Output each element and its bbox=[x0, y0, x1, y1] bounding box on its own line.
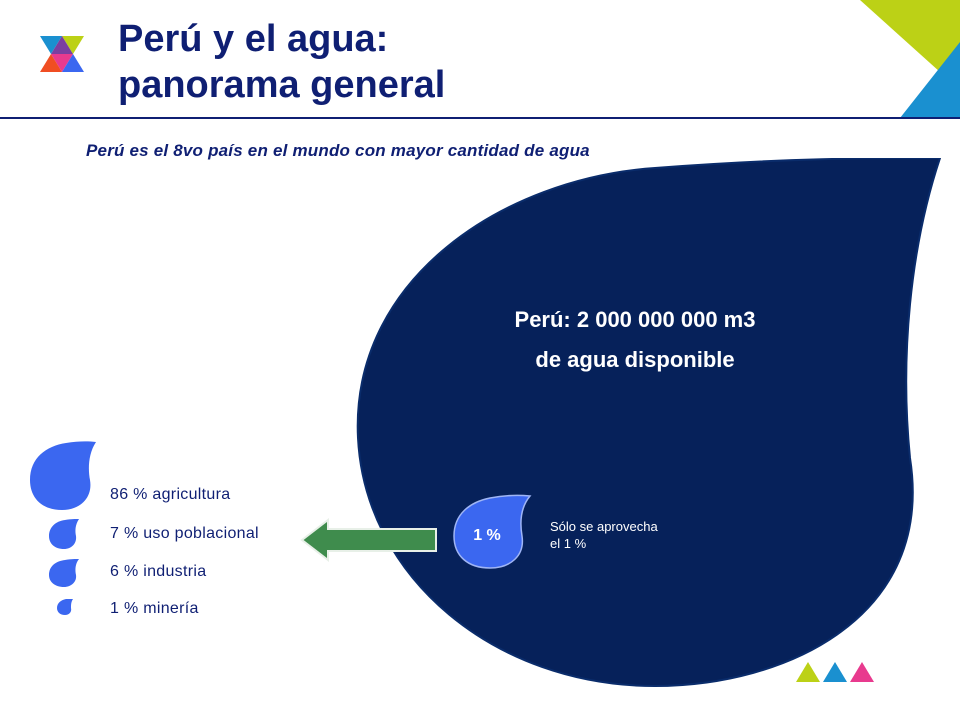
usage-note-line2: el 1 % bbox=[550, 536, 587, 551]
water-drop-population-icon bbox=[49, 519, 79, 549]
water-drop-agriculture-icon bbox=[30, 441, 96, 510]
arrow-left-icon bbox=[300, 518, 437, 562]
page-title: Perú y el agua: panorama general bbox=[118, 16, 445, 108]
corner-decoration-icon bbox=[860, 0, 960, 118]
header-divider bbox=[0, 117, 960, 119]
water-drop-small-icon bbox=[453, 494, 532, 569]
water-drop-mining-icon bbox=[57, 599, 73, 615]
water-drop-main-icon bbox=[356, 158, 942, 688]
page-title-line1: Perú y el agua: bbox=[118, 18, 389, 60]
water-availability-line1: Perú: 2 000 000 000 m3 bbox=[514, 307, 756, 332]
water-availability-line2: de agua disponible bbox=[535, 347, 735, 372]
usage-note-line1: Sólo se aprovecha bbox=[550, 519, 658, 534]
use-item-population: 7 % uso poblacional bbox=[110, 525, 259, 542]
page-title-line2: panorama general bbox=[118, 64, 446, 106]
use-item-industry: 6 % industria bbox=[110, 563, 207, 580]
subtitle: Perú es el 8vo país en el mundo con mayo… bbox=[86, 141, 590, 160]
triangles-decoration-icon bbox=[796, 662, 874, 682]
water-uses-list: 86 % agricultura 7 % uso poblacional 6 %… bbox=[0, 440, 300, 640]
usage-note: Sólo se aprovecha el 1 % bbox=[550, 518, 720, 552]
use-item-mining: 1 % minería bbox=[110, 600, 199, 617]
small-drop-label: 1 % bbox=[473, 527, 501, 544]
water-availability-text: Perú: 2 000 000 000 m3 de agua disponibl… bbox=[470, 300, 800, 380]
use-item-agriculture: 86 % agricultura bbox=[110, 486, 231, 503]
brand-logo-icon bbox=[40, 36, 84, 72]
water-drop-industry-icon bbox=[49, 559, 79, 587]
